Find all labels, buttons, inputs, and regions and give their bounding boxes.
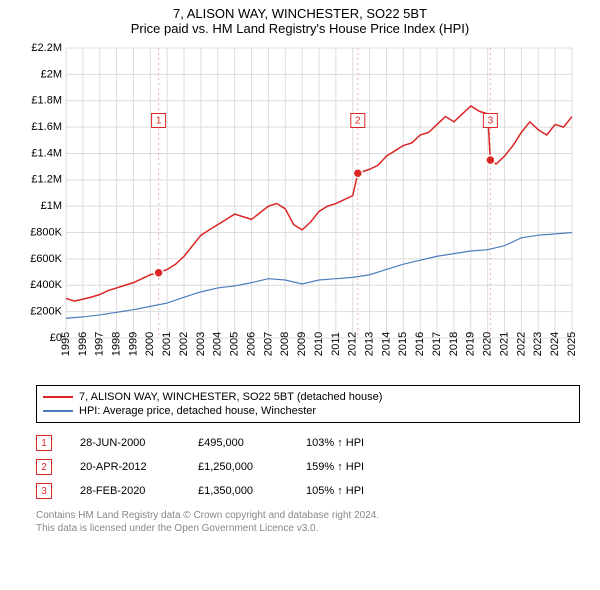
x-tick-label: 2020 [482,332,494,356]
x-tick-label: 2003 [195,332,207,356]
x-tick-label: 2024 [549,332,561,356]
x-tick-label: 2007 [262,332,274,356]
event-price: £495,000 [198,437,278,449]
x-tick-label: 2016 [414,332,426,356]
x-tick-label: 2023 [532,332,544,356]
x-tick-label: 2004 [212,332,224,356]
event-pct: 159% ↑ HPI [306,461,396,473]
y-tick-label: £600K [30,253,62,265]
event-price: £1,350,000 [198,485,278,497]
event-row-badge: 2 [36,459,52,475]
y-tick-label: £2.2M [31,42,62,54]
x-tick-label: 2019 [465,332,477,356]
event-marker [486,156,495,165]
x-tick-label: 2025 [566,332,578,356]
event-badge-label: 2 [355,116,361,127]
events-table: 1 28-JUN-2000 £495,000 103% ↑ HPI 2 20-APR-20… [36,431,580,503]
x-tick-label: 2005 [229,332,241,356]
event-row-badge: 3 [36,483,52,499]
x-tick-label: 2022 [515,332,527,356]
x-tick-label: 1997 [94,332,106,356]
legend-swatch [43,410,73,412]
footer-line-2: This data is licensed under the Open Gov… [36,522,580,535]
x-tick-label: 2010 [313,332,325,356]
y-tick-label: £1.6M [31,121,62,133]
price-chart: £0£200K£400K£600K£800K£1M£1.2M£1.4M£1.6M… [18,42,582,372]
legend-swatch [43,396,73,398]
event-row: 3 28-FEB-2020 £1,350,000 105% ↑ HPI [36,479,580,503]
footer-attribution: Contains HM Land Registry data © Crown c… [36,509,580,535]
event-row: 2 20-APR-2012 £1,250,000 159% ↑ HPI [36,455,580,479]
legend-label: HPI: Average price, detached house, Winc… [79,405,316,417]
y-tick-label: £800K [30,226,62,238]
y-tick-label: £1.2M [31,174,62,186]
event-price: £1,250,000 [198,461,278,473]
x-tick-label: 2002 [178,332,190,356]
x-tick-label: 2009 [296,332,308,356]
event-marker [154,268,163,277]
x-tick-label: 2021 [498,332,510,356]
x-tick-label: 2000 [144,332,156,356]
event-badge-label: 3 [488,116,494,127]
x-tick-label: 2015 [397,332,409,356]
y-tick-label: £2M [41,68,62,80]
event-badge-label: 1 [156,116,162,127]
x-tick-label: 1998 [111,332,123,356]
event-marker [353,169,362,178]
y-tick-label: £1.4M [31,147,62,159]
chart-title: 7, ALISON WAY, WINCHESTER, SO22 5BT [173,6,427,21]
x-tick-label: 2017 [431,332,443,356]
x-tick-label: 2011 [330,332,342,356]
x-tick-label: 2008 [279,332,291,356]
y-tick-label: £400K [30,279,62,291]
event-row: 1 28-JUN-2000 £495,000 103% ↑ HPI [36,431,580,455]
legend-item: HPI: Average price, detached house, Winc… [43,404,573,418]
event-pct: 105% ↑ HPI [306,485,396,497]
x-tick-label: 2001 [161,332,173,356]
chart-container: £0£200K£400K£600K£800K£1M£1.2M£1.4M£1.6M… [18,42,582,377]
event-date: 28-FEB-2020 [80,485,170,497]
event-date: 20-APR-2012 [80,461,170,473]
event-row-badge: 1 [36,435,52,451]
y-tick-label: £1M [41,200,62,212]
legend-label: 7, ALISON WAY, WINCHESTER, SO22 5BT (det… [79,391,382,403]
x-tick-label: 2012 [347,332,359,356]
x-tick-label: 2014 [380,332,392,356]
y-tick-label: £1.8M [31,95,62,107]
y-tick-label: £200K [30,306,62,318]
event-pct: 103% ↑ HPI [306,437,396,449]
legend: 7, ALISON WAY, WINCHESTER, SO22 5BT (det… [36,385,580,423]
x-tick-label: 2006 [245,332,257,356]
x-tick-label: 2018 [448,332,460,356]
event-date: 28-JUN-2000 [80,437,170,449]
x-tick-label: 2013 [364,332,376,356]
x-tick-label: 1999 [127,332,139,356]
legend-item: 7, ALISON WAY, WINCHESTER, SO22 5BT (det… [43,390,573,404]
chart-subtitle: Price paid vs. HM Land Registry's House … [131,21,469,36]
x-tick-label: 1996 [77,332,89,356]
footer-line-1: Contains HM Land Registry data © Crown c… [36,509,580,522]
